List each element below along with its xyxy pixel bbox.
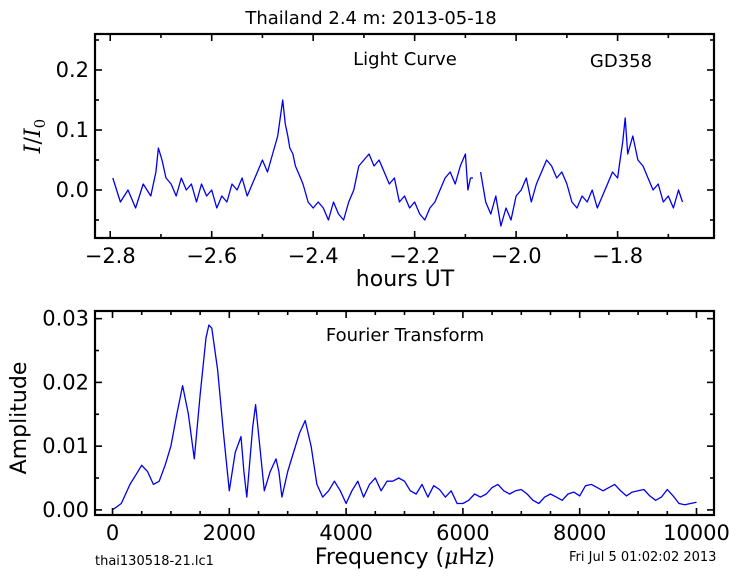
ft-xtick-label: 4000 — [319, 521, 372, 545]
lc-x-axis-label: hours UT — [356, 267, 455, 292]
lc-axes-frame — [93, 32, 716, 240]
lc-xtick-label: −2.2 — [389, 244, 440, 268]
ft-ytick-label: 0.02 — [42, 370, 89, 394]
lc-ytick-label: 0.2 — [56, 58, 89, 82]
lc-series-line-0 — [112, 99, 473, 221]
lc-y-label-subscript: 0 — [31, 119, 49, 129]
footer-timestamp: Fri Jul 5 01:02:02 2013 — [569, 550, 717, 565]
lc-ytick-label: 0.0 — [56, 178, 89, 202]
lc-xtick-label: −2.6 — [186, 244, 237, 268]
ft-xtick-label: 8000 — [553, 521, 606, 545]
lc-y-label-denominator: I — [21, 127, 46, 138]
light-curve-annotation: Light Curve — [353, 49, 457, 70]
lc-y-axis-label: I/I0 — [21, 119, 49, 154]
ft-x-axis-label: Frequency (μHz) — [315, 545, 495, 570]
ft-ytick-label: 0.01 — [42, 434, 89, 458]
ft-ytick-label: 0.03 — [42, 307, 89, 331]
light-curve-panel: −2.8 −2.6 −2.4 −2.2 −2.0 −1.8 0.0 0.1 0.2 Light C… — [21, 32, 716, 292]
ft-ytick-label: 0.00 — [42, 498, 89, 522]
ft-xtick-label: 6000 — [436, 521, 489, 545]
lc-ytick-label: 0.1 — [56, 118, 89, 142]
ft-y-axis-label: Amplitude — [7, 362, 32, 475]
ft-series-line-0 — [112, 324, 697, 511]
ft-xtick-label: 10000 — [663, 521, 730, 545]
lc-xtick-label: −1.8 — [592, 244, 643, 268]
lc-series-line-1 — [479, 117, 684, 227]
footer-filename: thai130518-21.lc1 — [95, 554, 214, 569]
fourier-annotation: Fourier Transform — [326, 325, 484, 346]
ft-x-label-main: Frequency ( — [315, 545, 444, 570]
lc-xtick-label: −2.4 — [288, 244, 339, 268]
star-name-annotation: GD358 — [590, 51, 652, 72]
lc-y-label-numerator: I — [21, 143, 46, 154]
lc-xtick-label: −2.8 — [85, 244, 136, 268]
lc-xtick-label: −2.0 — [491, 244, 542, 268]
ft-xtick-label: 0 — [106, 521, 119, 545]
fourier-panel: 0 2000 4000 6000 8000 10000 0.00 0.01 0.02 0.03 Fo… — [7, 307, 730, 570]
lc-y-label-slash: / — [21, 136, 46, 144]
ft-xtick-label: 2000 — [203, 521, 256, 545]
figure-title: Thailand 2.4 m: 2013-05-18 — [245, 8, 497, 29]
ft-x-label-mu: μ — [444, 545, 458, 570]
ft-x-label-unit: Hz) — [458, 545, 495, 570]
